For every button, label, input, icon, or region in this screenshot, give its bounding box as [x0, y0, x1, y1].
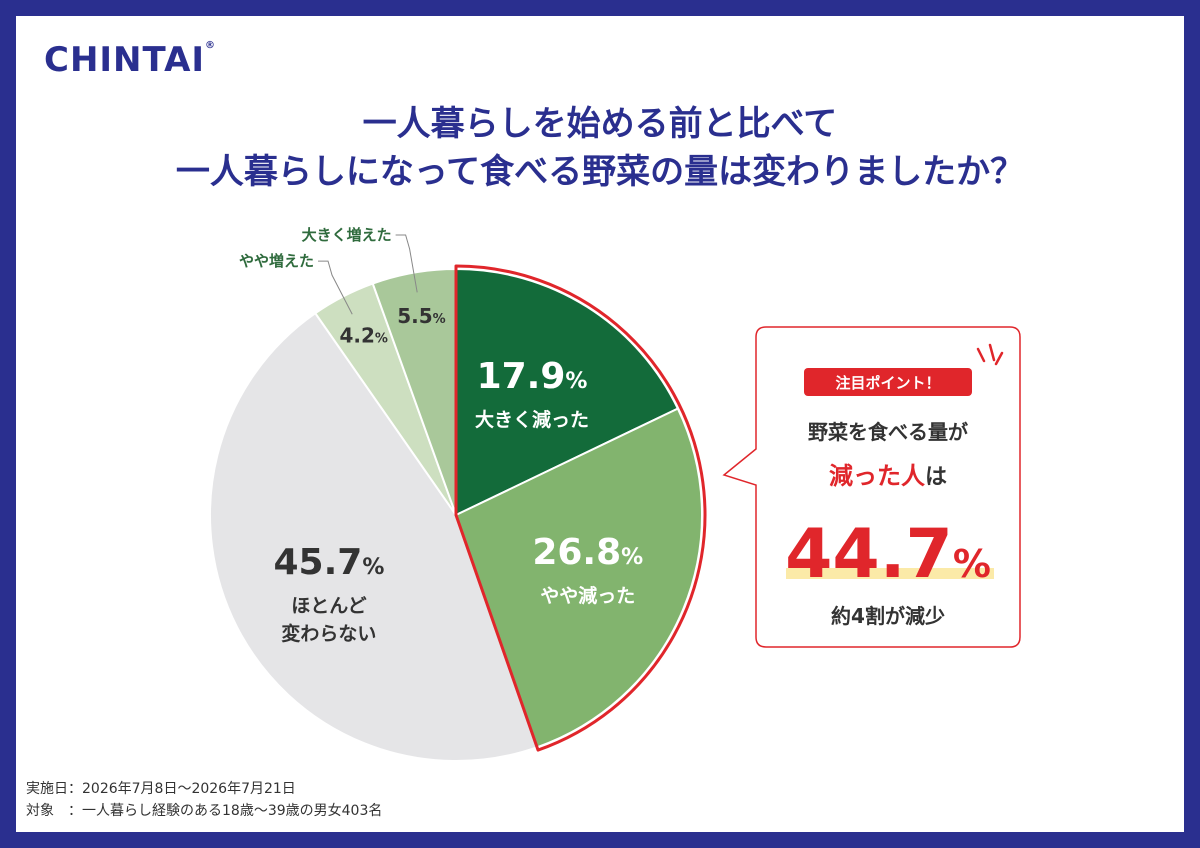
slice-outside-label-3: やや増えた — [239, 252, 314, 270]
callout-big-unit: % — [953, 542, 991, 586]
slice-label-2-line-1: 変わらない — [281, 622, 376, 645]
callout-line-2: 減った人は — [829, 462, 947, 490]
slice-unit-4: % — [433, 312, 446, 327]
logo-registered-mark: ® — [205, 40, 217, 51]
slice-unit-1: % — [621, 545, 643, 570]
survey-target: 対象 ：一人暮らし経験のある18歳～39歳の男女403名 — [26, 803, 383, 819]
callout-line-2-rest: は — [925, 465, 947, 490]
slice-label-1: やや減った — [540, 584, 635, 607]
callout-sub: 約4割が減少 — [831, 604, 945, 628]
slice-label-0: 大きく減った — [475, 408, 589, 431]
title-line-1: 一人暮らしを始める前と比べて — [362, 104, 838, 144]
pie-slice-2 — [209, 311, 539, 762]
callout-spark-1 — [988, 343, 996, 362]
callout-line-1: 野菜を食べる量が — [808, 420, 968, 444]
pie-slice-0 — [455, 267, 680, 517]
callout-line-2-emphasis: 減った人 — [829, 462, 925, 490]
slice-unit-2: % — [362, 555, 384, 580]
pie-slice-1 — [454, 407, 703, 749]
slice-leader-line-3 — [318, 260, 353, 315]
infographic-frame: CHINTAI® 一人暮らしを始める前と比べて 一人暮らしになって食べる野菜の量… — [16, 16, 1184, 832]
slice-unit-0: % — [565, 369, 587, 394]
callout-badge-text: 注目ポイント！ — [835, 374, 940, 392]
callout-badge — [804, 368, 972, 396]
logo-text: CHINTAI — [44, 40, 206, 80]
chintai-logo: CHINTAI® — [44, 40, 216, 80]
survey-footer: 実施日：2026年7月8日～2026年7月21日対象 ：一人暮らし経験のある18… — [26, 778, 382, 822]
title-line-2: 一人暮らしになって食べる野菜の量は変わりましたか？ — [175, 152, 1025, 192]
callout-box — [722, 326, 1021, 648]
chart-title: 一人暮らしを始める前と比べて 一人暮らしになって食べる野菜の量は変わりましたか？ — [16, 100, 1184, 196]
slice-unit-3: % — [375, 331, 388, 346]
callout-spark-2 — [994, 351, 1004, 366]
pie-chart: 17.9%大きく減った26.8%やや減った45.7%ほとんど変わらない4.2%や… — [209, 226, 1021, 762]
slice-outside-label-4: 大きく増えた — [302, 226, 392, 244]
survey-date: 実施日：2026年7月8日～2026年7月21日 — [26, 781, 296, 797]
callout-underline — [786, 568, 994, 579]
slice-label-2-line-0: ほとんど — [291, 595, 366, 617]
slice-leader-line-4 — [395, 234, 418, 293]
callout-spark-0 — [976, 347, 986, 363]
decrease-highlight-outline — [454, 264, 707, 752]
